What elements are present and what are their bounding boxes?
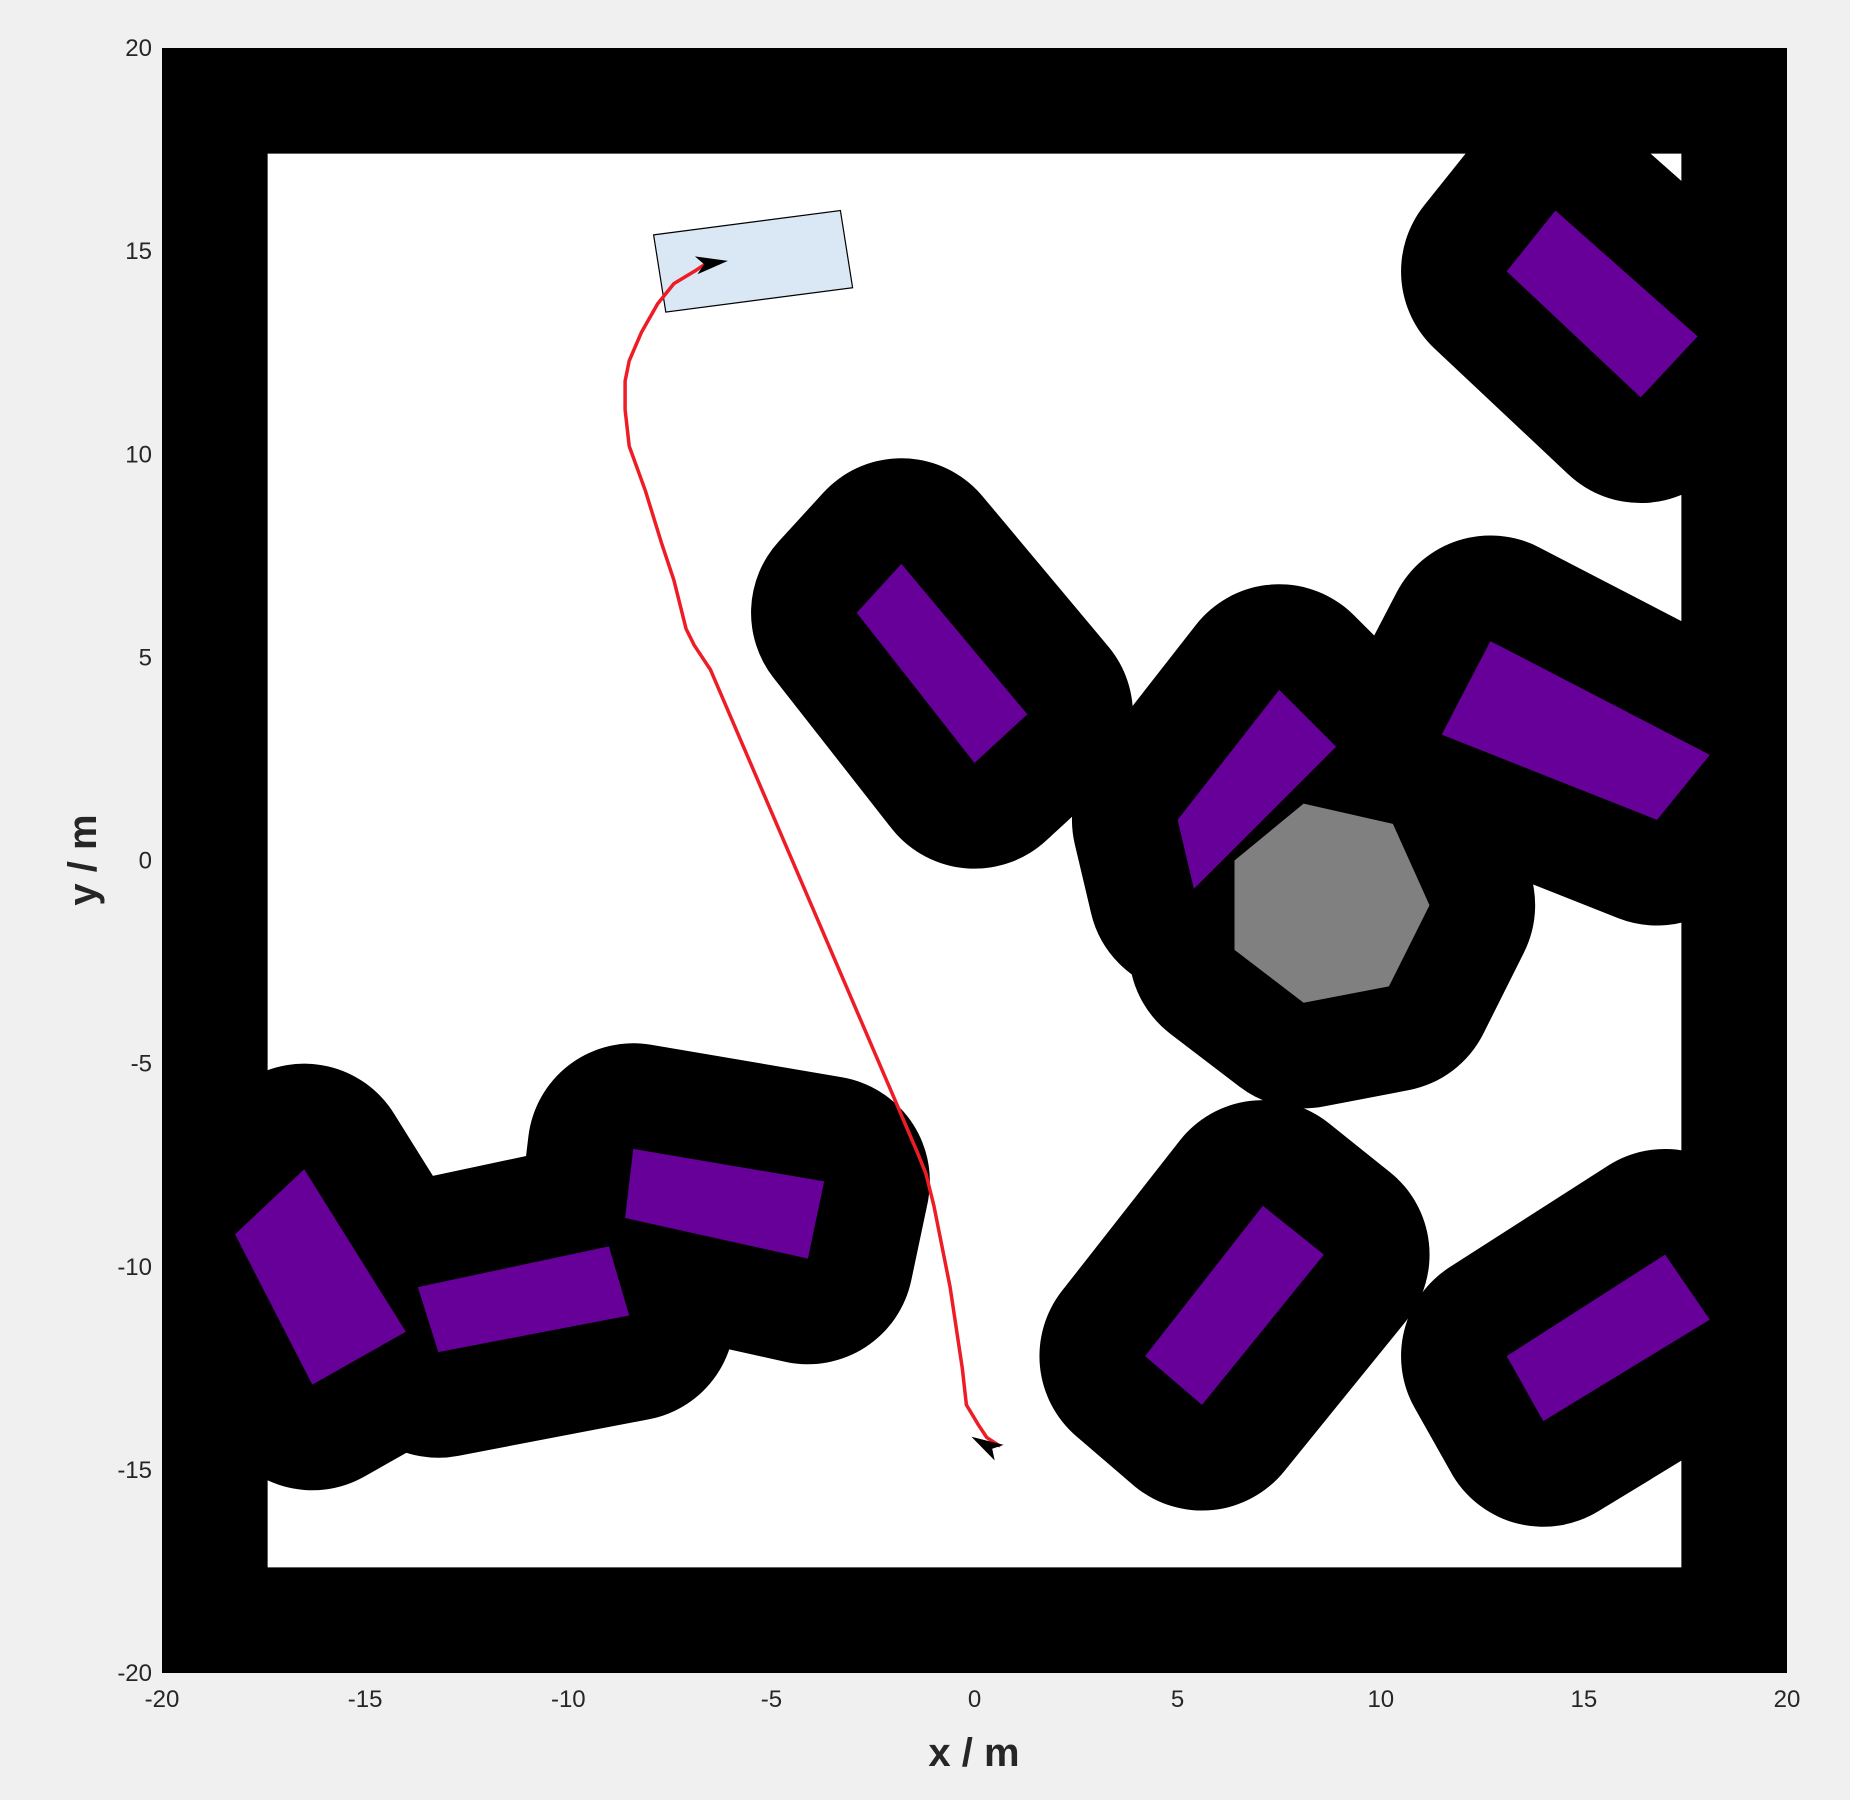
y-tick-label: 15 xyxy=(125,238,152,265)
obstacle-layer xyxy=(235,210,1710,1422)
x-tick-label: 15 xyxy=(1571,1686,1598,1713)
x-tick-label: -20 xyxy=(145,1686,180,1713)
pose-layer xyxy=(694,256,1004,1461)
obstacle-9 xyxy=(1506,1254,1710,1422)
y-axis-ticks: -20 -15 -10 -5 0 5 10 15 20 xyxy=(117,35,152,1687)
x-tick-label: 20 xyxy=(1774,1686,1801,1713)
x-tick-label: -15 xyxy=(348,1686,383,1713)
goal-pose-arrow xyxy=(694,256,728,275)
plot-area xyxy=(162,48,1787,1673)
path-layer xyxy=(623,261,1001,1448)
start-pose-arrow xyxy=(971,1436,1004,1461)
y-axis-label: y / m xyxy=(61,814,105,905)
obstacle-7 xyxy=(625,1148,825,1259)
goal-layer xyxy=(652,209,854,313)
y-tick-label: -15 xyxy=(117,1457,152,1484)
obstacle-5 xyxy=(235,1169,406,1385)
x-tick-label: 10 xyxy=(1367,1686,1394,1713)
obstacle-1 xyxy=(1506,210,1698,398)
planned-path xyxy=(623,261,1001,1448)
obstacle-8 xyxy=(1145,1205,1324,1405)
obstacle-3 xyxy=(1177,689,1337,889)
y-tick-label: 20 xyxy=(125,35,152,62)
obstacle-6 xyxy=(417,1246,630,1353)
x-tick-label: -5 xyxy=(761,1686,782,1713)
goal-region xyxy=(652,209,854,313)
obstacle-4 xyxy=(1441,641,1710,820)
y-tick-label: -10 xyxy=(117,1254,152,1281)
x-tick-label: -10 xyxy=(551,1686,586,1713)
y-tick-label: 10 xyxy=(125,441,152,468)
x-axis-ticks: -20 -15 -10 -5 0 5 10 15 20 xyxy=(145,1686,1801,1713)
y-tick-label: -5 xyxy=(131,1051,152,1078)
obstacle-2 xyxy=(856,563,1028,763)
x-tick-label: 0 xyxy=(968,1686,981,1713)
y-tick-label: 5 xyxy=(139,644,152,671)
y-tick-label: 0 xyxy=(139,848,152,875)
hexagon-obstacle xyxy=(1234,803,1430,1003)
y-tick-label: -20 xyxy=(117,1660,152,1687)
x-tick-label: 5 xyxy=(1171,1686,1184,1713)
x-axis-label: x / m xyxy=(928,1731,1019,1775)
